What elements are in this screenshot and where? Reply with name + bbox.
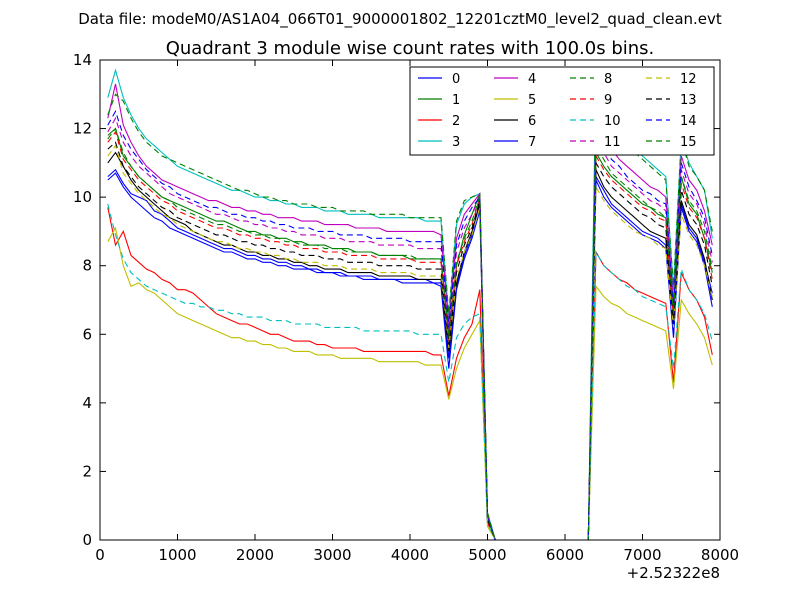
series-line-11: [107, 116, 713, 541]
series-line-10: [107, 203, 713, 541]
y-tick-label: 2: [82, 462, 92, 480]
series-line-2: [107, 207, 713, 541]
legend-label-13: 13: [680, 93, 697, 108]
legend-frame: [409, 66, 715, 156]
series-line-15: [107, 127, 713, 541]
legend-label-11: 11: [604, 135, 621, 150]
y-tick-label: 12: [73, 120, 92, 138]
legend-label-8: 8: [604, 72, 612, 87]
series-line-6: [107, 151, 713, 541]
figure-suptitle: Data file: modeM0/AS1A04_066T01_90000018…: [78, 10, 722, 29]
series-line-5: [107, 226, 713, 541]
y-tick-label: 8: [82, 257, 92, 275]
legend-label-10: 10: [604, 114, 621, 129]
series-line-1: [107, 127, 713, 541]
y-tick-label: 4: [82, 394, 92, 412]
legend-label-12: 12: [680, 72, 697, 87]
x-tick-label: 1000: [158, 546, 196, 564]
x-offset-label: +2.52322e8: [627, 564, 720, 582]
legend-label-0: 0: [452, 72, 460, 87]
series-line-9: [107, 130, 713, 541]
x-tick-label: 8000: [701, 546, 739, 564]
legend-label-9: 9: [604, 93, 612, 108]
x-tick-label: 5000: [468, 546, 506, 564]
series-line-14: [107, 110, 713, 541]
legend-label-2: 2: [452, 114, 460, 129]
legend-label-5: 5: [528, 93, 536, 108]
y-tick-label: 0: [82, 531, 92, 549]
x-tick-label: 6000: [546, 546, 584, 564]
legend-label-6: 6: [528, 114, 536, 129]
y-tick-label: 14: [73, 51, 92, 69]
x-axis: 0 1000 2000 3000 4000 5000 6000 7000 8000: [95, 60, 739, 564]
legend-label-4: 4: [528, 72, 536, 87]
legend-label-15: 15: [680, 135, 697, 150]
series-line-7: [107, 172, 713, 541]
x-tick-label: 3000: [313, 546, 351, 564]
series-line-13: [107, 141, 713, 541]
legend-label-7: 7: [528, 135, 536, 150]
x-tick-label: 7000: [623, 546, 661, 564]
y-tick-label: 6: [82, 325, 92, 343]
x-tick-label: 4000: [391, 546, 429, 564]
legend-label-3: 3: [452, 135, 460, 150]
chart-title: Quadrant 3 module wise count rates with …: [166, 38, 655, 59]
x-tick-label: 0: [95, 546, 105, 564]
y-tick-label: 10: [73, 188, 92, 206]
legend-label-1: 1: [452, 93, 460, 108]
series-line-0: [107, 168, 713, 541]
series-line-12: [107, 144, 713, 541]
plot-lines: [107, 66, 713, 541]
x-tick-label: 2000: [236, 546, 274, 564]
legend-label-14: 14: [680, 114, 697, 129]
